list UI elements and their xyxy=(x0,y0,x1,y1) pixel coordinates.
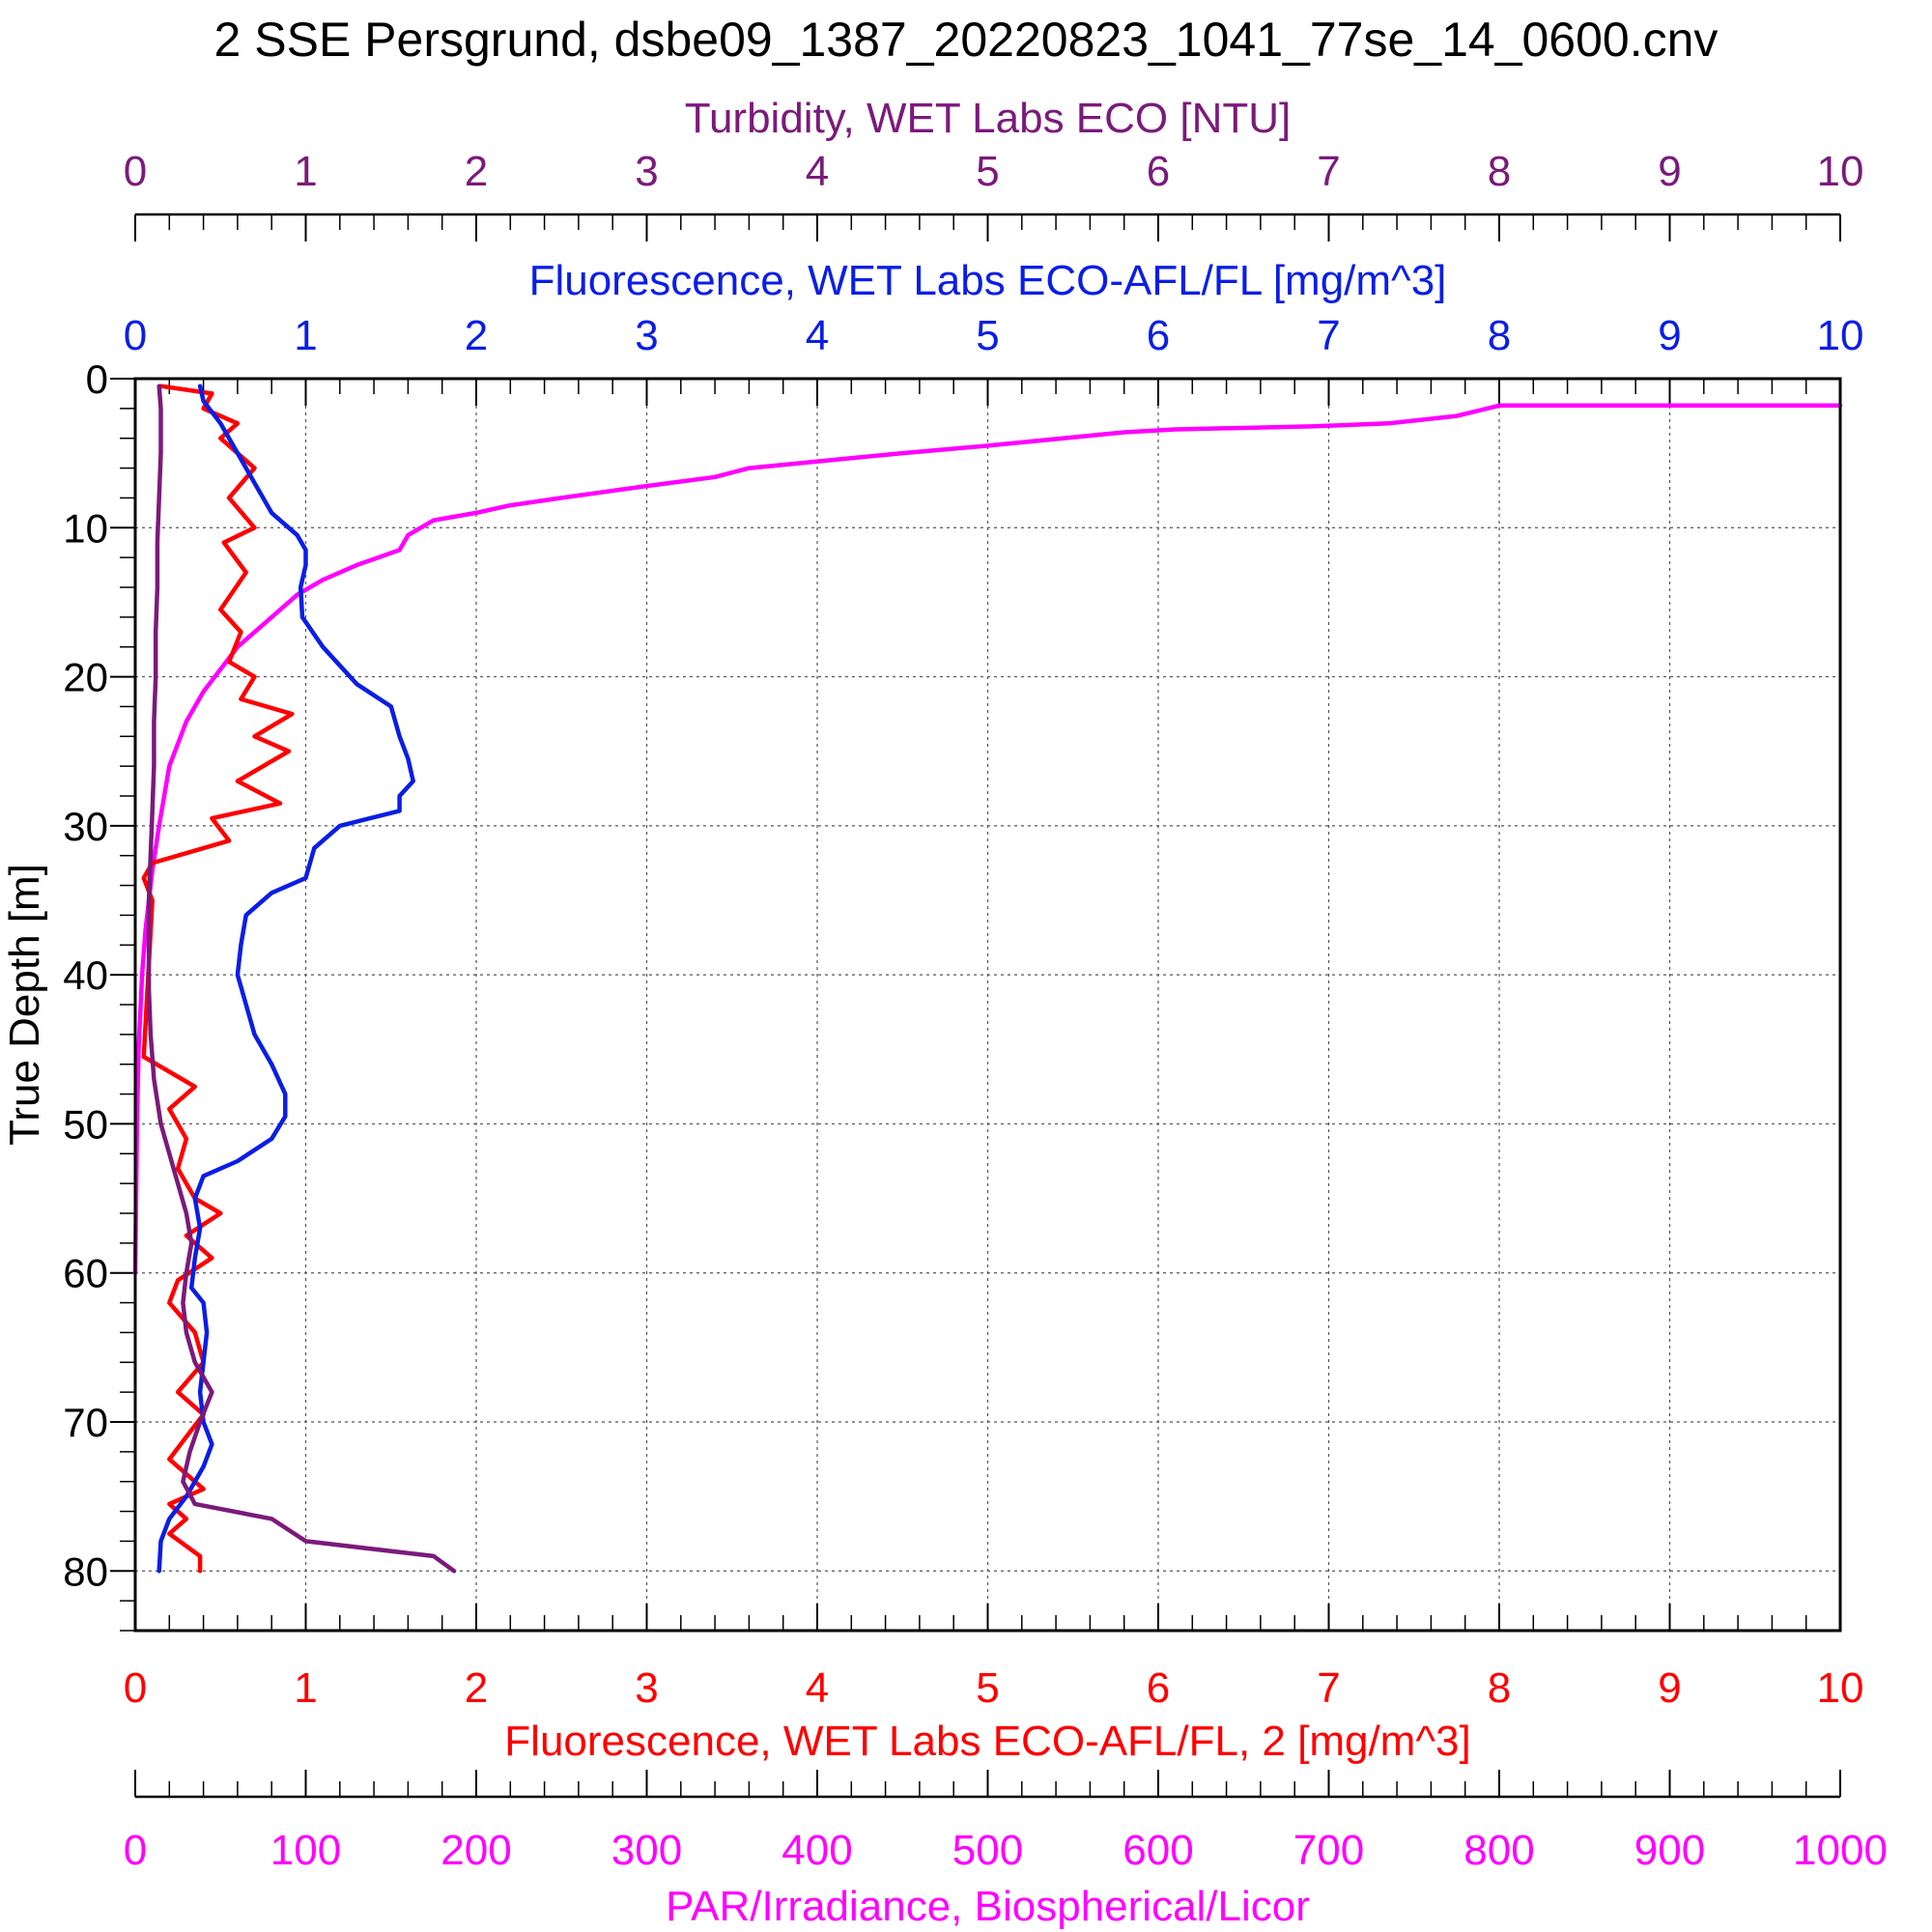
x-tick-label-fluorescence: 3 xyxy=(635,312,658,359)
x-tick-label-fluorescence: 2 xyxy=(465,312,488,359)
series-line-turbidity xyxy=(146,384,457,1574)
x-tick-label-par: 300 xyxy=(611,1827,682,1874)
y-tick-label: 10 xyxy=(63,505,108,551)
series-line-fluorescence xyxy=(156,384,415,1574)
x-tick-label-fluorescence: 9 xyxy=(1658,312,1681,359)
x-tick-label-fluorescence2: 9 xyxy=(1658,1664,1681,1712)
data-series xyxy=(132,384,1843,1574)
y-tick-label: 30 xyxy=(63,804,108,849)
x-axis-label-fluorescence: Fluorescence, WET Labs ECO-AFL/FL [mg/m^… xyxy=(529,257,1447,304)
x-tick-label-fluorescence: 6 xyxy=(1147,312,1170,359)
x-axis-label-par: PAR/Irradiance, Biospherical/Licor xyxy=(666,1883,1310,1930)
x-tick-label-fluorescence2: 10 xyxy=(1817,1664,1864,1712)
x-tick-label-par: 100 xyxy=(270,1827,341,1874)
x-tick-label-par: 0 xyxy=(124,1827,147,1874)
x-tick-label-fluorescence2: 5 xyxy=(976,1664,999,1712)
x-tick-label-fluorescence: 1 xyxy=(294,312,317,359)
y-tick-label: 50 xyxy=(63,1101,108,1147)
x-tick-label-turbidity: 1 xyxy=(294,148,317,195)
x-tick-label-fluorescence2: 7 xyxy=(1317,1664,1340,1712)
x-tick-label-turbidity: 8 xyxy=(1488,148,1511,195)
x-tick-label-fluorescence2: 0 xyxy=(124,1664,147,1712)
y-tick-label: 60 xyxy=(63,1251,108,1296)
x-tick-label-fluorescence: 5 xyxy=(976,312,999,359)
x-tick-label-par: 600 xyxy=(1122,1827,1193,1874)
x-tick-label-fluorescence2: 1 xyxy=(294,1664,317,1712)
x-tick-label-turbidity: 10 xyxy=(1817,148,1864,195)
y-axis-label: True Depth [m] xyxy=(1,864,48,1146)
x-tick-label-fluorescence: 10 xyxy=(1817,312,1864,359)
x-axis-label-fluorescence2: Fluorescence, WET Labs ECO-AFL/FL, 2 [mg… xyxy=(504,1718,1470,1765)
x-tick-label-fluorescence2: 4 xyxy=(806,1664,829,1712)
chart-title: 2 SSE Persgrund, dsbe09_1387_20220823_10… xyxy=(214,13,1719,67)
x-tick-label-par: 700 xyxy=(1293,1827,1364,1874)
x-tick-label-turbidity: 3 xyxy=(635,148,658,195)
x-tick-label-par: 900 xyxy=(1634,1827,1705,1874)
x-tick-label-par: 500 xyxy=(952,1827,1023,1874)
x-tick-label-turbidity: 4 xyxy=(806,148,829,195)
x-tick-label-turbidity: 9 xyxy=(1658,148,1681,195)
x-tick-label-fluorescence: 0 xyxy=(124,312,147,359)
series-line-par xyxy=(132,403,1843,1275)
y-tick-label: 40 xyxy=(63,952,108,998)
x-tick-label-fluorescence: 4 xyxy=(806,312,829,359)
x-tick-label-par: 1000 xyxy=(1793,1827,1888,1874)
x-tick-label-turbidity: 2 xyxy=(465,148,488,195)
x-tick-label-par: 800 xyxy=(1463,1827,1534,1874)
x-tick-label-turbidity: 6 xyxy=(1147,148,1170,195)
x-tick-label-fluorescence2: 3 xyxy=(635,1664,658,1712)
grid-lines xyxy=(135,379,1840,1631)
plot-frame xyxy=(133,377,1842,1633)
x-axis-label-turbidity: Turbidity, WET Labs ECO [NTU] xyxy=(685,95,1292,142)
x-tick-label-par: 400 xyxy=(781,1827,852,1874)
x-tick-label-fluorescence2: 8 xyxy=(1488,1664,1511,1712)
x-tick-label-turbidity: 7 xyxy=(1317,148,1340,195)
x-tick-label-par: 200 xyxy=(440,1827,511,1874)
x-tick-label-turbidity: 5 xyxy=(976,148,999,195)
x-tick-label-fluorescence: 7 xyxy=(1317,312,1340,359)
y-tick-label: 0 xyxy=(86,356,108,402)
x-tick-label-fluorescence: 8 xyxy=(1488,312,1511,359)
y-tick-label: 20 xyxy=(63,655,108,700)
y-tick-label: 80 xyxy=(63,1548,108,1594)
y-tick-label: 70 xyxy=(63,1400,108,1445)
x-tick-label-fluorescence2: 6 xyxy=(1147,1664,1170,1712)
x-tick-label-turbidity: 0 xyxy=(124,148,147,195)
x-tick-label-fluorescence2: 2 xyxy=(465,1664,488,1712)
